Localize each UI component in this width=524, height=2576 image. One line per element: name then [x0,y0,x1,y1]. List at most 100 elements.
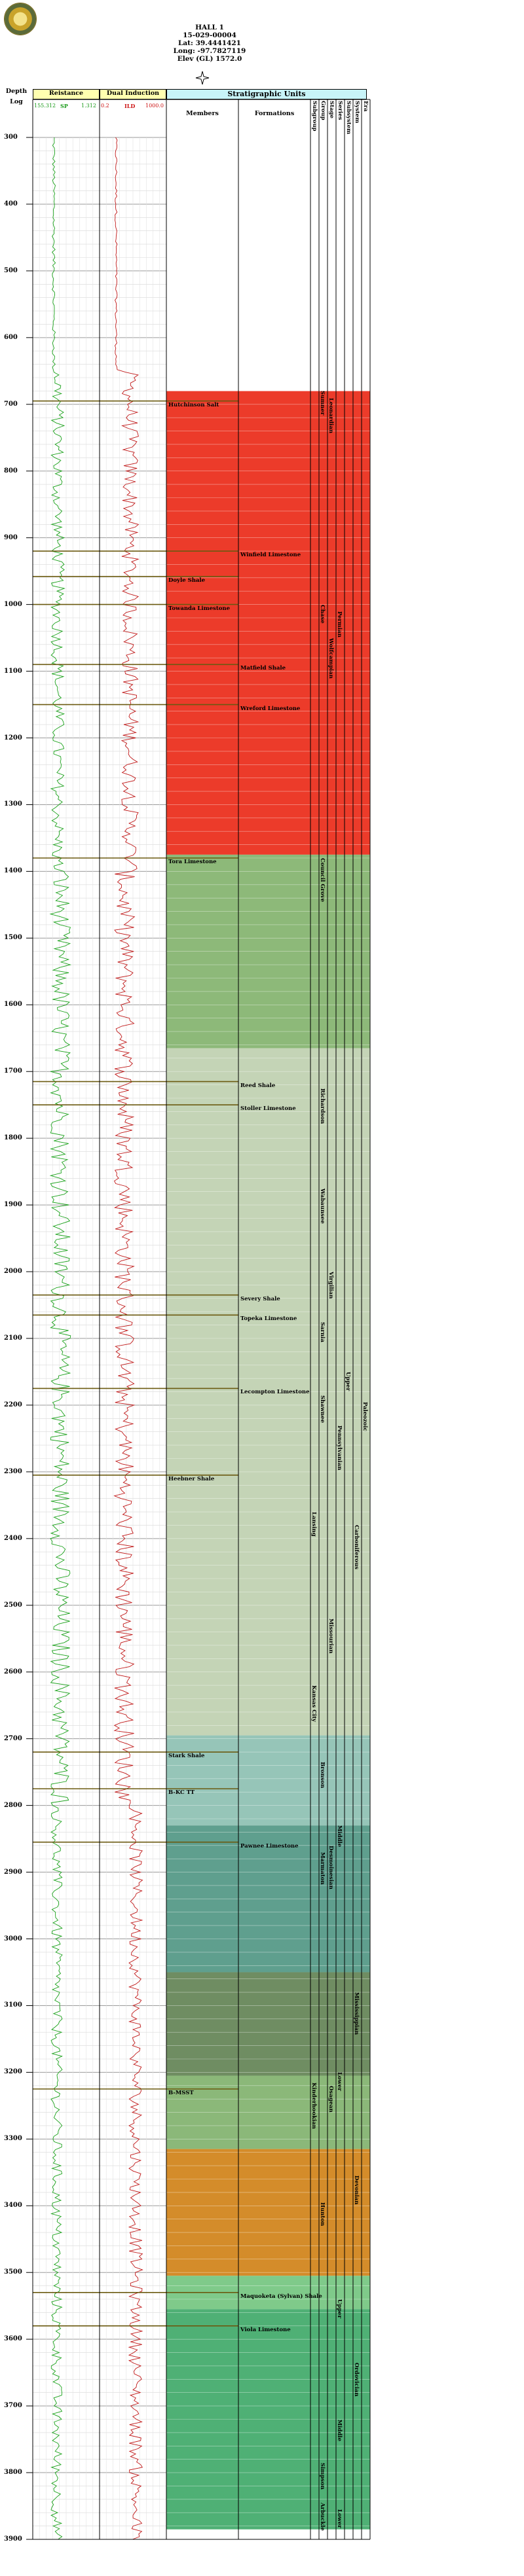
latitude: Lat: 39.4441421 [178,39,241,47]
depth-tick-label: 2100 [4,1334,22,1342]
formation-top-label: Viola Limestone [240,2326,291,2333]
group-label: Marmaton [319,1851,326,1885]
depth-tick-label: 2000 [4,1268,22,1276]
formation-top-label: Topeka Limestone [240,1315,297,1323]
subgroup-label: Kansas City [310,1685,317,1723]
resistance-header: Reistance [48,90,84,97]
formation-top-label: Tora Limestone [168,859,217,865]
ind-scale-right: 1000.0 [145,103,164,109]
depth-tick-label: 1400 [4,867,22,875]
group-label: Hunton [319,2202,326,2227]
subsystem-label: Upper [345,1371,351,1391]
depth-tick-label: 1800 [4,1134,22,1142]
depth-tick-label: 1300 [4,800,22,808]
strat-color-band-7 [166,2149,370,2276]
formation-top-label: Hutchinson Salt [168,401,219,408]
formation-top-label: Severy Shale [240,1295,280,1302]
sp-resistance-curve [49,137,72,2540]
induction-header: Dual Induction [106,90,160,97]
series-label: Middle [336,2419,343,2441]
group-label: Chase [319,604,326,624]
ild-induction-curve [113,137,143,2540]
formation-top-label: Towanda Limestone [168,605,231,612]
depth-tick-label: 1500 [4,934,22,942]
formation-top-label: Stoller Limestone [240,1105,296,1113]
depth-tick-label: 2800 [4,1801,22,1809]
depth-tick-label: 1600 [4,1001,22,1009]
strat-units-header: Stratigraphic Units [227,90,306,98]
resist-scale-right: 1.312 [81,103,96,109]
series-label: Pennsylvanian [336,1425,343,1470]
era-label: Paleozoic [362,1401,368,1431]
formation-top-label: Stark Shale [168,1753,205,1760]
depth-tick-label: 1000 [4,600,22,608]
depth-tick-label: 3600 [4,2335,22,2343]
depth-tick-label: 3100 [4,2001,22,2009]
group-label: Sarnia [319,1321,326,1342]
depth-tick-label: 400 [4,200,18,207]
api-number: 15-029-00004 [183,31,236,39]
stage-label: Osagean [328,2085,334,2113]
depth-tick-label: 1200 [4,734,22,742]
depth-tick-label: 800 [4,467,18,474]
group-label: Arbuckle [319,2502,326,2531]
depth-tick-label: 2500 [4,1601,22,1609]
group-label: Shawnee [319,1395,326,1423]
stage-label: Missourian [328,1619,334,1654]
resist-scale-mid: SP [60,103,68,109]
compass-icon [195,71,210,85]
formation-top-label: B-MSST [168,2089,194,2096]
formation-top-label: B-KC TT [168,1789,195,1797]
series-label: Upper [336,2299,343,2319]
depth-tick-label: 2200 [4,1401,22,1408]
strat-header-box: Stratigraphic Units [166,89,367,99]
depth-tick-label: 2900 [4,1868,22,1876]
series-label: Lower [336,2072,343,2092]
group-label: Bronson [319,1762,326,1789]
depth-tick-label: 300 [4,134,18,141]
formation-top-label: Matfield Shale [240,665,286,672]
strat-color-band-5 [166,1972,370,2076]
strat-color-band-3 [166,1735,370,1826]
depth-tick-label: 3400 [4,2202,22,2209]
system-label: Ordovician [353,2362,360,2397]
subgroup-label: Lansing [310,1512,317,1537]
system-label: Carboniferous [353,1525,360,1570]
ind-scale-mid: ILD [124,103,136,109]
formation-top-label: Wreford Limestone [240,705,301,712]
depth-tick-label: 1700 [4,1067,22,1075]
series-label: Middle [336,1825,343,1848]
depth-header: Depth [5,88,28,95]
group-label: Sumner [319,391,326,416]
group-label: Richardson [319,1088,326,1124]
depth-tick-label: 1100 [4,667,22,675]
stage-label: Desmoinesian [328,1845,334,1889]
stage-label: Virgilian [328,1272,334,1299]
depth-tick-label: 500 [4,266,18,274]
longitude: Long: -97.7827119 [173,47,246,55]
formations-header: Formations [254,110,295,117]
group-label: Simpson [319,2462,326,2490]
group-label: Council Grove [319,858,326,903]
well-name: HALL 1 [195,24,224,31]
formation-top-label: Lecompton Limestone [240,1389,310,1396]
group-label: Wabaunsee [319,1188,326,1224]
depth-tick-label: 600 [4,333,18,341]
formation-top-label: Heebner Shale [168,1475,215,1482]
depth-tick-label: 2300 [4,1467,22,1475]
depth-tick-label: 900 [4,533,18,541]
depth-tick-label: 3500 [4,2268,22,2276]
depth-tick-label: 3200 [4,2068,22,2076]
depth-tick-label: 3300 [4,2135,22,2143]
log-header: Log [10,98,23,105]
formation-top-label: Maquoketa (Sylvan) Shale [240,2293,322,2300]
depth-tick-label: 3800 [4,2469,22,2477]
formation-top-label: Doyle Shale [168,577,206,584]
formation-top-label: Pawnee Limestone [240,1842,299,1850]
system-label: Devonian [353,2175,360,2205]
formation-top-label: Reed Shale [240,1082,276,1089]
stage-label: Leonardian [328,397,334,433]
depth-tick-label: 2600 [4,1668,22,1675]
series-label: Lower [336,2509,343,2528]
